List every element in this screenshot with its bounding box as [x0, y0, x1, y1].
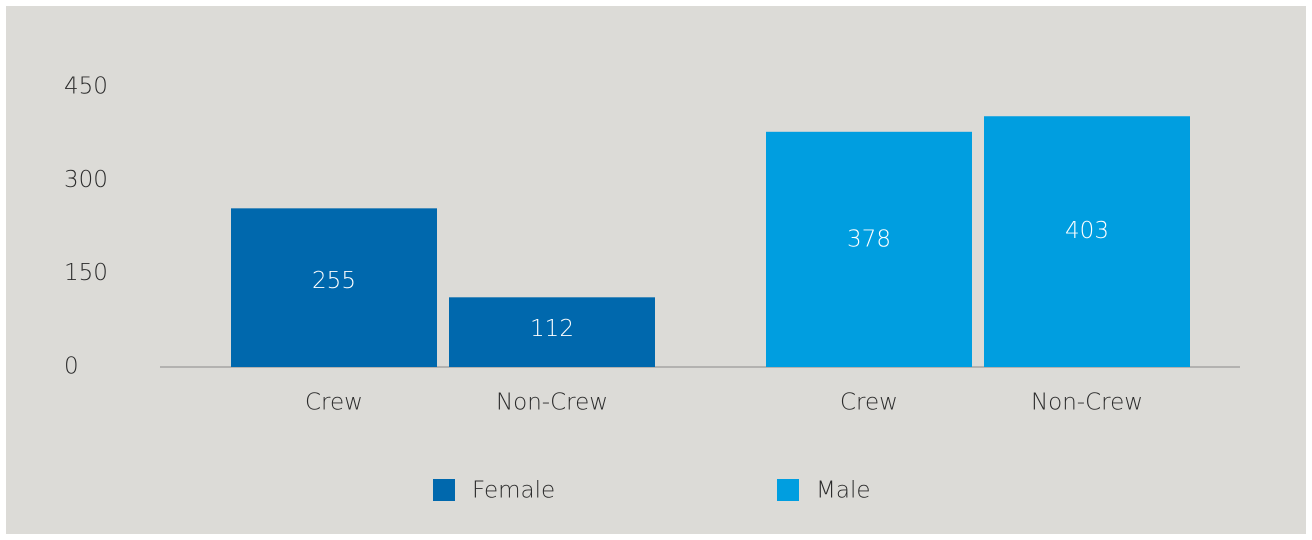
bar	[449, 297, 655, 367]
y-tick-label: 150	[64, 260, 108, 286]
x-tick-label: Non-Crew	[496, 390, 608, 416]
bar	[766, 131, 972, 367]
data-label: 378	[847, 226, 891, 252]
bar	[231, 208, 437, 367]
bar	[984, 116, 1190, 367]
data-label: 403	[1065, 218, 1109, 244]
legend-swatch	[433, 479, 455, 501]
legend-label: Male	[816, 478, 870, 504]
legend-label: Female	[472, 478, 555, 504]
x-tick-label: Crew	[305, 390, 363, 416]
y-tick-label: 300	[64, 167, 108, 193]
x-tick-label: Non-Crew	[1031, 390, 1143, 416]
y-tick-label: 450	[64, 74, 108, 100]
legend-swatch	[777, 479, 799, 501]
data-label: 112	[530, 316, 574, 342]
x-tick-label: Crew	[840, 390, 898, 416]
data-label: 255	[312, 268, 356, 294]
y-tick-label: 0	[64, 354, 79, 380]
